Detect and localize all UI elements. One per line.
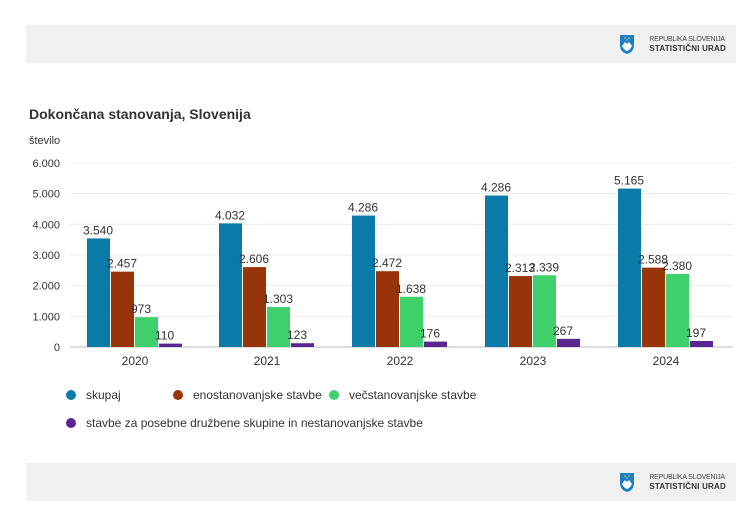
- legend-swatch: [66, 390, 76, 400]
- y-axis-label: število: [29, 135, 61, 147]
- bar: [135, 317, 158, 347]
- y-tick-label: 6.000: [32, 158, 60, 170]
- bar: [509, 276, 532, 347]
- legend-swatch: [329, 390, 339, 400]
- x-tick-label: 2021: [254, 354, 281, 368]
- surs-logo: REPUBLIKA SLOVENIJA STATISTIČNI URAD: [619, 471, 726, 493]
- bar: [267, 307, 290, 347]
- org-line1: REPUBLIKA SLOVENIJA: [649, 36, 725, 43]
- legend-label: enostanovanjske stavbe: [193, 388, 322, 402]
- data-label: 973: [131, 302, 151, 316]
- org-line2: STATISTIČNI URAD: [649, 44, 726, 53]
- data-label: 123: [287, 328, 307, 342]
- data-label: 1.303: [263, 292, 293, 306]
- y-tick-label: 1.000: [32, 311, 60, 323]
- data-label: 3.540: [83, 223, 113, 237]
- header-banner: REPUBLIKA SLOVENIJA STATISTIČNI URAD: [26, 25, 736, 63]
- legend-item-posebne[interactable]: stavbe za posebne družbene skupine in ne…: [66, 416, 423, 430]
- data-label: 2.339: [529, 260, 559, 274]
- bar: [111, 271, 134, 347]
- data-label: 267: [553, 324, 573, 338]
- legend-item-enostanovanjske[interactable]: enostanovanjske stavbe: [173, 388, 322, 402]
- data-label: 2.457: [107, 257, 137, 271]
- legend-label: večstanovanjske stavbe: [349, 388, 477, 402]
- bar: [291, 343, 314, 347]
- legend-label: stavbe za posebne družbene skupine in ne…: [86, 416, 423, 430]
- data-label: 110: [155, 329, 174, 343]
- data-label: 5.165: [614, 174, 644, 188]
- data-label: 2.472: [372, 256, 402, 270]
- x-tick-label: 2024: [653, 354, 680, 368]
- data-label: 4.286: [481, 181, 511, 195]
- bar: [618, 188, 641, 347]
- bar: [400, 296, 423, 347]
- coat-of-arms-icon: [620, 35, 635, 54]
- data-label: 2.588: [638, 253, 668, 267]
- data-label: 2.380: [662, 259, 692, 273]
- data-label: 4.032: [215, 208, 245, 222]
- y-tick-label: 2.000: [32, 281, 60, 293]
- x-tick-label: 2022: [387, 354, 414, 368]
- legend-item-skupaj[interactable]: skupaj: [66, 388, 121, 402]
- data-label: 2.606: [239, 252, 269, 266]
- y-tick-label: 3.000: [32, 250, 60, 262]
- footer-banner: REPUBLIKA SLOVENIJA STATISTIČNI URAD: [26, 463, 736, 501]
- bar: [243, 267, 266, 347]
- bar: [690, 340, 713, 347]
- legend-label: skupaj: [86, 388, 121, 402]
- data-label: 197: [686, 326, 706, 340]
- legend-swatch: [66, 418, 76, 428]
- bar: [533, 275, 556, 347]
- data-label: 176: [420, 327, 440, 341]
- bar: [159, 343, 182, 347]
- y-tick-label: 0: [54, 342, 60, 354]
- org-line1: REPUBLIKA SLOVENIJA: [649, 474, 725, 481]
- bar: [666, 274, 689, 347]
- bar: [87, 238, 110, 347]
- bar: [642, 267, 665, 347]
- x-tick-label: 2020: [122, 354, 149, 368]
- surs-logo: REPUBLIKA SLOVENIJA STATISTIČNI URAD: [619, 33, 726, 55]
- y-tick-label: 4.000: [32, 219, 60, 231]
- y-tick-label: 5.000: [32, 189, 60, 201]
- bar: [424, 341, 447, 347]
- legend-item-vecstanovanjske[interactable]: večstanovanjske stavbe: [329, 388, 476, 402]
- bar: [352, 215, 375, 347]
- data-label: 2.313: [505, 261, 535, 275]
- data-label: 1.638: [396, 282, 426, 296]
- legend-swatch: [173, 390, 183, 400]
- bar: [376, 271, 399, 347]
- bar: [485, 195, 508, 347]
- chart-title: Dokončana stanovanja, Slovenija: [29, 106, 251, 122]
- org-line2: STATISTIČNI URAD: [649, 482, 726, 491]
- x-tick-label: 2023: [520, 354, 547, 368]
- bar: [557, 338, 580, 347]
- bar-chart: 0 1.000 2.000 3.000 4.000 5.000 6.000 3.540 2.4…: [32, 158, 733, 368]
- bar: [219, 223, 242, 347]
- data-label: 4.286: [348, 201, 378, 215]
- coat-of-arms-icon: [620, 473, 635, 492]
